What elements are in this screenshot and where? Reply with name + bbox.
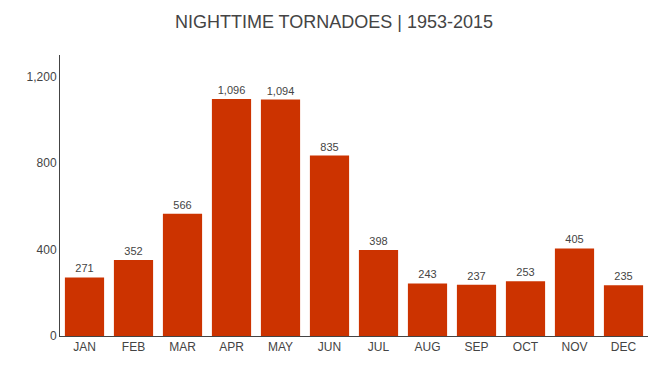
svg-text:NOV: NOV <box>561 340 587 354</box>
svg-text:0: 0 <box>50 329 57 343</box>
svg-text:253: 253 <box>516 266 534 278</box>
svg-text:APR: APR <box>219 340 244 354</box>
svg-text:1,200: 1,200 <box>27 70 57 84</box>
svg-text:JUN: JUN <box>318 340 341 354</box>
svg-text:DEC: DEC <box>611 340 637 354</box>
svg-text:237: 237 <box>467 270 485 282</box>
svg-text:1,094: 1,094 <box>267 85 295 97</box>
svg-text:AUG: AUG <box>414 340 440 354</box>
svg-text:JUL: JUL <box>368 340 390 354</box>
svg-text:800: 800 <box>37 156 57 170</box>
svg-text:400: 400 <box>37 243 57 257</box>
svg-text:MAR: MAR <box>169 340 196 354</box>
svg-text:405: 405 <box>565 233 583 245</box>
svg-text:NIGHTTIME TORNADOES | 1953-201: NIGHTTIME TORNADOES | 1953-2015 <box>175 12 493 32</box>
svg-text:JAN: JAN <box>73 340 96 354</box>
svg-text:MAY: MAY <box>268 340 293 354</box>
svg-text:OCT: OCT <box>513 340 539 354</box>
svg-text:352: 352 <box>124 245 142 257</box>
svg-text:271: 271 <box>75 262 93 274</box>
svg-text:398: 398 <box>369 235 387 247</box>
svg-text:835: 835 <box>320 141 338 153</box>
svg-text:FEB: FEB <box>122 340 145 354</box>
svg-text:243: 243 <box>418 268 436 280</box>
svg-text:235: 235 <box>614 270 632 282</box>
svg-text:1,096: 1,096 <box>218 84 246 96</box>
svg-text:566: 566 <box>173 199 191 211</box>
svg-text:SEP: SEP <box>464 340 488 354</box>
